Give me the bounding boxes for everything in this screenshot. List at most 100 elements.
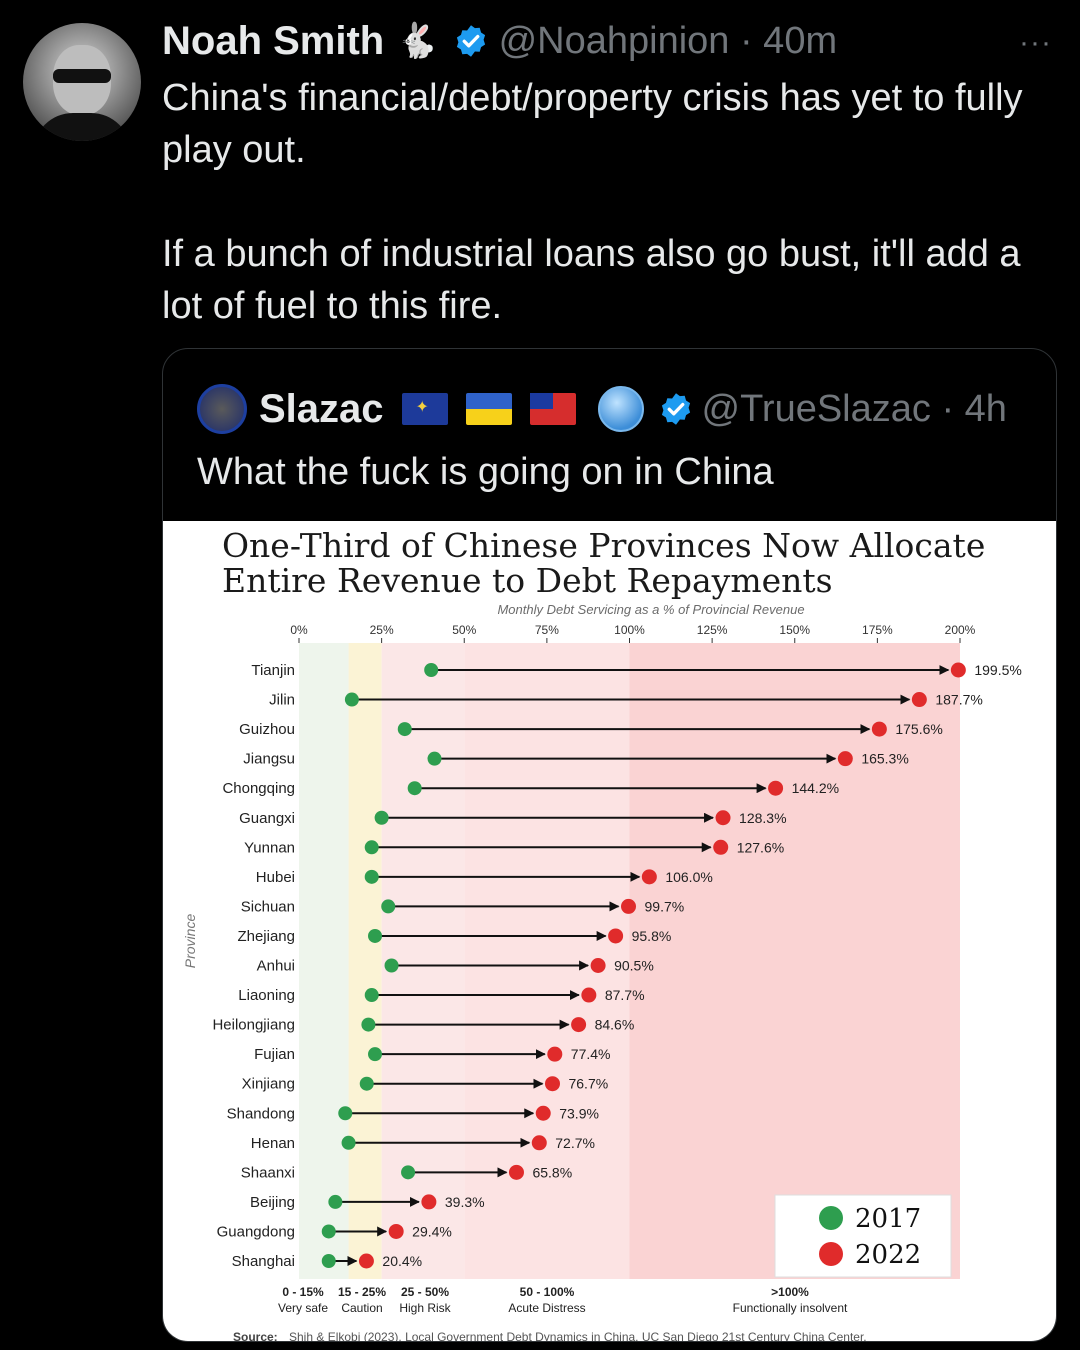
- value-label: 175.6%: [895, 721, 942, 737]
- author-avatar[interactable]: [23, 23, 141, 141]
- value-label: 187.7%: [935, 692, 982, 708]
- ukraine-flag-icon: [465, 393, 512, 425]
- point-2017: [401, 1165, 416, 1180]
- point-2017: [384, 958, 399, 973]
- point-2022: [358, 1253, 374, 1269]
- province-label: Anhui: [257, 958, 295, 975]
- value-label: 90.5%: [614, 958, 654, 974]
- value-label: 29.4%: [412, 1223, 452, 1239]
- point-2017: [361, 1017, 376, 1032]
- point-2017: [407, 781, 422, 796]
- province-label: Yunnan: [244, 839, 295, 856]
- chart-title-line2: Entire Revenue to Debt Repayments: [222, 561, 833, 600]
- point-2017: [424, 663, 439, 677]
- point-2017: [364, 840, 379, 855]
- value-label: 87.7%: [605, 987, 645, 1003]
- point-2022: [581, 987, 597, 1003]
- eu-flag-icon: [401, 393, 448, 425]
- band-label-1: Caution: [341, 1301, 382, 1315]
- point-2022: [590, 958, 606, 973]
- source-text: Shih & Elkobi (2023). Local Government D…: [289, 1330, 867, 1342]
- point-2017: [397, 722, 412, 737]
- province-label: Jilin: [269, 692, 295, 709]
- source-prefix: Source:: [233, 1330, 278, 1342]
- province-label: Fujian: [254, 1046, 295, 1063]
- point-2022: [531, 1135, 547, 1151]
- chart-title-line1: One-Third of Chinese Provinces Now Alloc…: [222, 526, 985, 565]
- band-label-2: High Risk: [399, 1301, 451, 1315]
- y-axis-label: Province: [182, 914, 198, 969]
- band-0: [299, 643, 349, 1279]
- value-label: 65.8%: [532, 1164, 572, 1180]
- x-tick-label-4: 100%: [614, 623, 645, 637]
- tweet-header: Noah Smith 🐇 @Noahpinion · 40m: [162, 16, 837, 66]
- province-label: Guizhou: [239, 721, 295, 738]
- quoted-author-handle-time[interactable]: @TrueSlazac · 4h: [701, 387, 1007, 430]
- point-2017: [374, 810, 389, 825]
- province-label: Guangdong: [217, 1223, 295, 1240]
- author-name[interactable]: Noah Smith: [162, 18, 385, 63]
- province-label: Hubei: [256, 869, 295, 886]
- point-2022: [713, 839, 729, 855]
- province-label: Chongqing: [222, 780, 295, 797]
- legend-label: 2022: [855, 1240, 921, 1270]
- band-range-1: 15 - 25%: [338, 1285, 386, 1299]
- legend-box: [774, 1194, 952, 1278]
- value-label: 76.7%: [568, 1076, 608, 1092]
- value-label: 99.7%: [645, 898, 685, 914]
- point-2017: [321, 1254, 336, 1268]
- value-label: 106.0%: [665, 869, 712, 885]
- x-tick-label-0: 0%: [290, 623, 308, 637]
- province-label: Xinjiang: [242, 1076, 295, 1093]
- value-label: 77.4%: [571, 1046, 611, 1062]
- band-range-4: >100%: [771, 1285, 809, 1299]
- legend-marker: [819, 1242, 843, 1266]
- point-2017: [427, 751, 442, 766]
- point-2017: [381, 899, 396, 914]
- point-2022: [571, 1017, 587, 1033]
- band-range-0: 0 - 15%: [282, 1285, 324, 1299]
- point-2022: [641, 869, 657, 885]
- band-label-0: Very safe: [278, 1301, 328, 1315]
- x-tick-label-1: 25%: [370, 623, 394, 637]
- province-label: Jiangsu: [243, 751, 295, 768]
- value-label: 165.3%: [861, 751, 908, 767]
- value-label: 72.7%: [555, 1135, 595, 1151]
- verified-badge-icon: [661, 393, 690, 425]
- value-label: 20.4%: [382, 1253, 422, 1269]
- point-2022: [508, 1164, 524, 1180]
- point-2022: [768, 780, 784, 796]
- quoted-tweet-header: Slazac @TrueSlazac · 4h: [197, 379, 1007, 439]
- point-2022: [608, 928, 624, 944]
- value-label: 144.2%: [792, 780, 839, 796]
- province-label: Tianjin: [251, 662, 295, 679]
- band-label-4: Functionally insolvent: [733, 1301, 848, 1315]
- tweet-text: China's financial/debt/property crisis h…: [162, 77, 1023, 327]
- province-label: Henan: [251, 1135, 295, 1152]
- point-2017: [328, 1194, 343, 1209]
- band-label-3: Acute Distress: [508, 1301, 585, 1315]
- point-2017: [321, 1224, 336, 1239]
- province-label: Shandong: [227, 1105, 295, 1122]
- quoted-tweet-text: What the fuck is going on in China: [197, 451, 774, 493]
- x-tick-label-3: 75%: [535, 623, 559, 637]
- globe-icon: [597, 386, 644, 432]
- value-label: 127.6%: [737, 839, 784, 855]
- x-tick-label-8: 200%: [945, 623, 976, 637]
- point-2017: [341, 1135, 356, 1150]
- point-2022: [535, 1105, 551, 1121]
- quoted-author-avatar[interactable]: [197, 384, 247, 434]
- author-handle-time[interactable]: @Noahpinion · 40m: [498, 19, 838, 62]
- more-options-icon[interactable]: ···: [1019, 26, 1052, 59]
- quoted-author-name[interactable]: Slazac: [259, 386, 384, 431]
- point-2022: [621, 898, 637, 914]
- quoted-tweet[interactable]: Slazac @TrueSlazac · 4h What the fuck is…: [162, 348, 1057, 1342]
- point-2017: [368, 1047, 383, 1062]
- avatar-glasses: [53, 69, 111, 83]
- value-label: 95.8%: [632, 928, 672, 944]
- province-label: Sichuan: [241, 898, 295, 915]
- band-4: [629, 643, 960, 1279]
- x-tick-label-7: 175%: [862, 623, 893, 637]
- chart-image[interactable]: One-Third of Chinese Provinces Now Alloc…: [163, 521, 1056, 1342]
- taiwan-flag-icon: [529, 393, 576, 425]
